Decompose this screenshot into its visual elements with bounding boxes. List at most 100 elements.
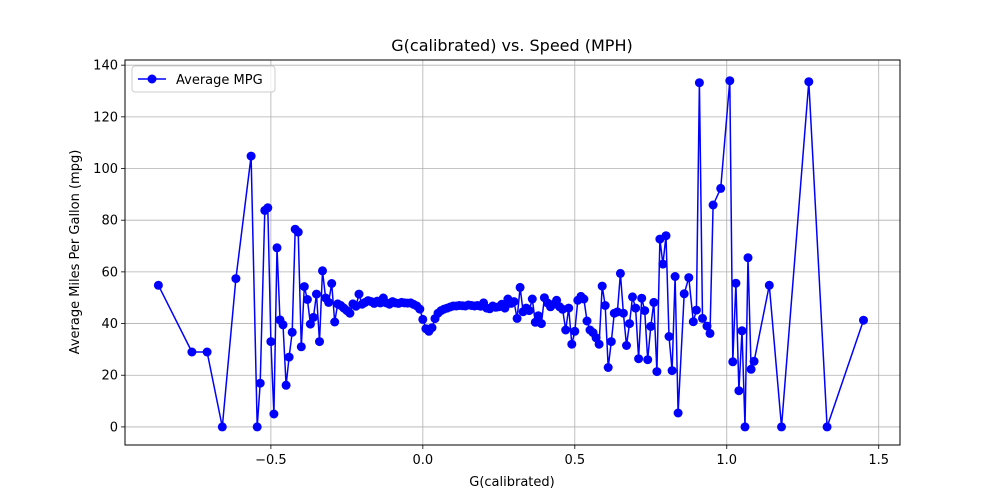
data-point xyxy=(293,227,303,237)
data-point xyxy=(564,303,574,313)
data-point xyxy=(231,274,241,284)
axes-frame xyxy=(124,59,901,446)
data-point xyxy=(777,422,786,432)
data-point xyxy=(567,339,577,349)
data-point xyxy=(664,332,674,341)
data-point xyxy=(615,268,625,278)
data-point xyxy=(582,316,592,326)
data-point xyxy=(579,294,589,304)
data-point xyxy=(252,422,262,432)
x-tick-label: −0.5 xyxy=(255,453,287,468)
legend: Average MPG xyxy=(131,65,276,93)
x-axis: −0.5 0.0 0.5 1.0 1.5 xyxy=(255,445,889,468)
data-point xyxy=(737,326,747,336)
data-point xyxy=(698,313,707,323)
data-point xyxy=(312,289,321,299)
data-point xyxy=(269,409,279,419)
data-point xyxy=(667,366,677,376)
y-tick-label: 100 xyxy=(93,162,118,177)
data-point xyxy=(622,341,631,350)
data-point xyxy=(500,303,510,313)
data-point xyxy=(859,315,868,325)
data-point xyxy=(324,297,334,307)
legend-box xyxy=(131,65,276,93)
data-point xyxy=(561,325,571,335)
data-point xyxy=(661,231,671,241)
x-tick-label: 1.0 xyxy=(716,453,737,468)
data-point xyxy=(618,308,628,318)
data-point xyxy=(427,323,437,333)
data-point xyxy=(731,278,741,288)
data-point xyxy=(606,337,616,347)
data-point xyxy=(637,293,647,303)
data-point xyxy=(345,308,355,318)
y-axis: 0 20 40 60 80 100 120 140 xyxy=(93,59,125,435)
x-tick-label: 0.5 xyxy=(564,453,585,468)
y-tick-label: 40 xyxy=(101,317,118,332)
y-tick-label: 20 xyxy=(101,369,118,384)
data-point xyxy=(594,339,604,349)
data-point xyxy=(305,319,315,329)
y-tick-label: 80 xyxy=(101,214,118,229)
data-point xyxy=(415,304,425,314)
data-point xyxy=(308,312,318,322)
data-point xyxy=(354,289,364,299)
data-point xyxy=(634,354,644,364)
data-point xyxy=(646,321,656,331)
data-point xyxy=(246,151,256,161)
data-point xyxy=(287,327,297,337)
data-point xyxy=(628,292,637,302)
x-tick-label: 1.5 xyxy=(868,453,889,468)
data-point xyxy=(702,321,712,331)
data-point xyxy=(640,306,650,316)
data-point xyxy=(266,337,276,347)
data-point xyxy=(643,355,653,365)
data-point xyxy=(749,356,759,366)
data-point xyxy=(603,363,613,372)
data-point xyxy=(570,326,580,336)
data-point xyxy=(263,203,273,213)
data-point xyxy=(153,280,163,290)
y-tick-label: 60 xyxy=(101,265,118,280)
data-point xyxy=(679,289,689,299)
data-point xyxy=(315,337,324,347)
data-point xyxy=(202,347,212,357)
data-point xyxy=(734,386,744,396)
data-point xyxy=(688,317,698,327)
data-point xyxy=(255,378,265,388)
data-point xyxy=(708,200,718,210)
data-point xyxy=(509,297,519,307)
data-point xyxy=(740,422,750,432)
data-point xyxy=(318,266,327,276)
data-point xyxy=(302,295,312,304)
chart-title: G(calibrated) vs. Speed (MPH) xyxy=(391,36,632,55)
legend-marker-swatch xyxy=(147,74,157,84)
data-point xyxy=(728,357,738,367)
data-point xyxy=(673,408,683,418)
data-point xyxy=(284,352,294,362)
data-point xyxy=(684,273,694,283)
data-point xyxy=(512,313,522,323)
y-tick-label: 120 xyxy=(93,110,118,125)
data-point xyxy=(330,317,340,327)
data-point xyxy=(764,280,774,290)
data-point xyxy=(296,342,306,352)
data-point xyxy=(272,243,282,253)
data-point xyxy=(631,303,641,313)
data-point xyxy=(418,314,428,324)
data-point xyxy=(746,364,756,374)
y-tick-label: 140 xyxy=(93,59,118,74)
data-point xyxy=(670,272,680,281)
data-point xyxy=(527,294,537,304)
data-point xyxy=(281,380,291,390)
data-point xyxy=(278,320,288,330)
data-point xyxy=(597,281,607,291)
y-tick-label: 0 xyxy=(110,420,118,435)
data-point xyxy=(743,253,753,263)
data-point xyxy=(691,305,701,315)
data-point xyxy=(705,328,715,338)
data-point xyxy=(694,78,704,88)
data-point xyxy=(658,259,668,269)
